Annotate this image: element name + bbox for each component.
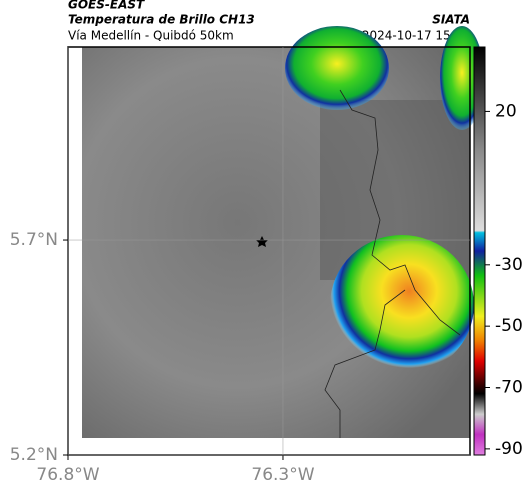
- colorbar-tick-label: -70: [495, 378, 523, 398]
- colorbar-tick-label: 20: [495, 101, 517, 121]
- x-tick-label: 76.3°W: [251, 465, 314, 485]
- x-tick-label: 76.8°W: [36, 465, 99, 485]
- y-tick-label: 5.2°N: [10, 445, 58, 465]
- title: Temperatura de Brillo CH13: [68, 13, 255, 27]
- subtitle: Vía Medellín - Quibdó 50km: [68, 29, 234, 43]
- y-tick-label: 5.7°N: [10, 230, 58, 250]
- org: SIATA: [432, 13, 470, 27]
- colorbar-tick-label: -30: [495, 255, 523, 275]
- colorbar-tick-label: -90: [495, 439, 523, 459]
- colorbar-tick-label: -50: [495, 316, 523, 336]
- datetime: 2024-10-17 15:29: [362, 29, 470, 43]
- colorbar: [473, 46, 486, 456]
- source: GOES-EAST: [68, 0, 145, 12]
